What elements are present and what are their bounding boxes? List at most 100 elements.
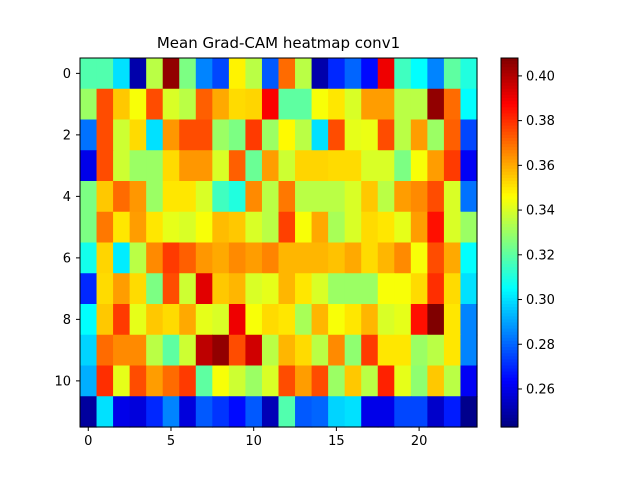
colorbar-segment: [501, 377, 518, 382]
colorbar-segment: [501, 220, 518, 225]
heatmap-cell: [261, 396, 280, 428]
colorbar-segment: [501, 402, 518, 407]
heatmap-cell: [361, 58, 379, 90]
heatmap-cell: [394, 242, 412, 274]
heatmap-cell: [295, 150, 313, 182]
heatmap-cell: [96, 181, 114, 213]
heatmap-cell: [113, 119, 131, 151]
heatmap-cell: [162, 58, 180, 90]
heatmap-cell: [179, 181, 197, 213]
heatmap-cell: [261, 365, 280, 397]
heatmap-cell: [212, 304, 230, 336]
colorbar-segment: [501, 122, 518, 127]
colorbar-segment: [501, 208, 518, 213]
heatmap-cell: [195, 365, 213, 397]
colorbar-segment: [501, 405, 518, 410]
heatmap-cell: [410, 273, 428, 305]
heatmap-cell: [212, 119, 230, 151]
y-tick-label: 0: [63, 67, 71, 82]
heatmap-cell: [162, 273, 180, 305]
heatmap-cell: [377, 119, 395, 151]
colorbar-segment: [501, 270, 518, 274]
heatmap-cell: [427, 211, 445, 244]
colorbar-segment: [501, 356, 518, 360]
heatmap-cell: [245, 273, 263, 305]
heatmap-cell: [212, 181, 230, 213]
heatmap-cell: [443, 396, 462, 428]
colorbar-segment: [501, 82, 518, 87]
colorbar-segment: [501, 359, 518, 364]
heatmap-cell: [162, 365, 180, 397]
heatmap-cell: [179, 58, 197, 90]
y-tick-label: 2: [63, 128, 71, 143]
heatmap-cell: [377, 211, 395, 244]
heatmap-cell: [295, 88, 313, 121]
heatmap-cell: [179, 242, 197, 274]
heatmap-cell: [278, 119, 296, 151]
colorbar-segment: [501, 113, 518, 118]
heatmap-cell: [377, 242, 395, 274]
heatmap-cell: [328, 365, 346, 397]
heatmap-cell: [361, 211, 379, 244]
heatmap-cell: [443, 181, 462, 213]
colorbar-tick-label: 0.34: [526, 204, 555, 219]
colorbar-segment: [501, 150, 518, 154]
colorbar-tick-label: 0.38: [526, 114, 555, 129]
colorbar-segment: [501, 328, 518, 333]
heatmap-cell: [195, 396, 213, 428]
heatmap-cell: [410, 88, 428, 121]
heatmap-cell: [344, 273, 362, 305]
colorbar-segment: [501, 260, 518, 265]
colorbar-tick-label: 0.28: [526, 338, 555, 353]
colorbar-segment: [501, 307, 518, 311]
heatmap-cell: [261, 273, 280, 305]
heatmap-cell: [394, 119, 412, 151]
heatmap-cell: [129, 334, 147, 367]
colorbar-segment: [501, 288, 518, 293]
heatmap-cell: [80, 150, 98, 182]
heatmap-cell: [96, 150, 114, 182]
heatmap-cell: [295, 304, 313, 336]
heatmap-cell: [377, 58, 395, 90]
heatmap-cell: [228, 304, 247, 336]
chart-title: Mean Grad-CAM heatmap conv1: [157, 34, 400, 52]
heatmap-cell: [311, 304, 329, 336]
heatmap-cell: [443, 273, 462, 305]
colorbar-segment: [501, 276, 518, 281]
colorbar-segment: [501, 291, 518, 296]
heatmap-cell: [113, 365, 131, 397]
colorbar-segment: [501, 196, 518, 201]
heatmap-cell: [212, 396, 230, 428]
heatmap-cell: [361, 88, 379, 121]
heatmap-cell: [344, 181, 362, 213]
colorbar-segment: [501, 67, 518, 71]
colorbar-tick-label: 0.26: [526, 382, 555, 397]
heatmap-cell: [278, 150, 296, 182]
heatmap-cell: [443, 119, 462, 151]
colorbar-segment: [501, 239, 518, 244]
heatmap-cell: [80, 304, 98, 336]
heatmap-cell: [179, 211, 197, 244]
heatmap-cell: [96, 304, 114, 336]
heatmap-cell: [261, 150, 280, 182]
heatmap-cell: [179, 88, 197, 121]
heatmap-cell: [96, 211, 114, 244]
colorbar-segment: [501, 184, 518, 188]
heatmap-cell: [394, 150, 412, 182]
heatmap-cell: [195, 181, 213, 213]
colorbar-segment: [501, 371, 518, 376]
colorbar-segment: [501, 279, 518, 284]
heatmap-cell: [443, 365, 462, 397]
colorbar-segment: [501, 187, 518, 191]
heatmap-cell: [427, 88, 445, 121]
heatmap-cell: [328, 396, 346, 428]
heatmap-cell: [162, 88, 180, 121]
colorbar-segment: [501, 165, 518, 170]
heatmap-cell: [311, 334, 329, 367]
heatmap-cell: [162, 304, 180, 336]
heatmap-cell: [129, 211, 147, 244]
colorbar-tick-label: 0.30: [526, 293, 555, 308]
colorbar-segment: [501, 417, 518, 422]
heatmap-cell: [228, 181, 247, 213]
heatmap-cell: [361, 304, 379, 336]
